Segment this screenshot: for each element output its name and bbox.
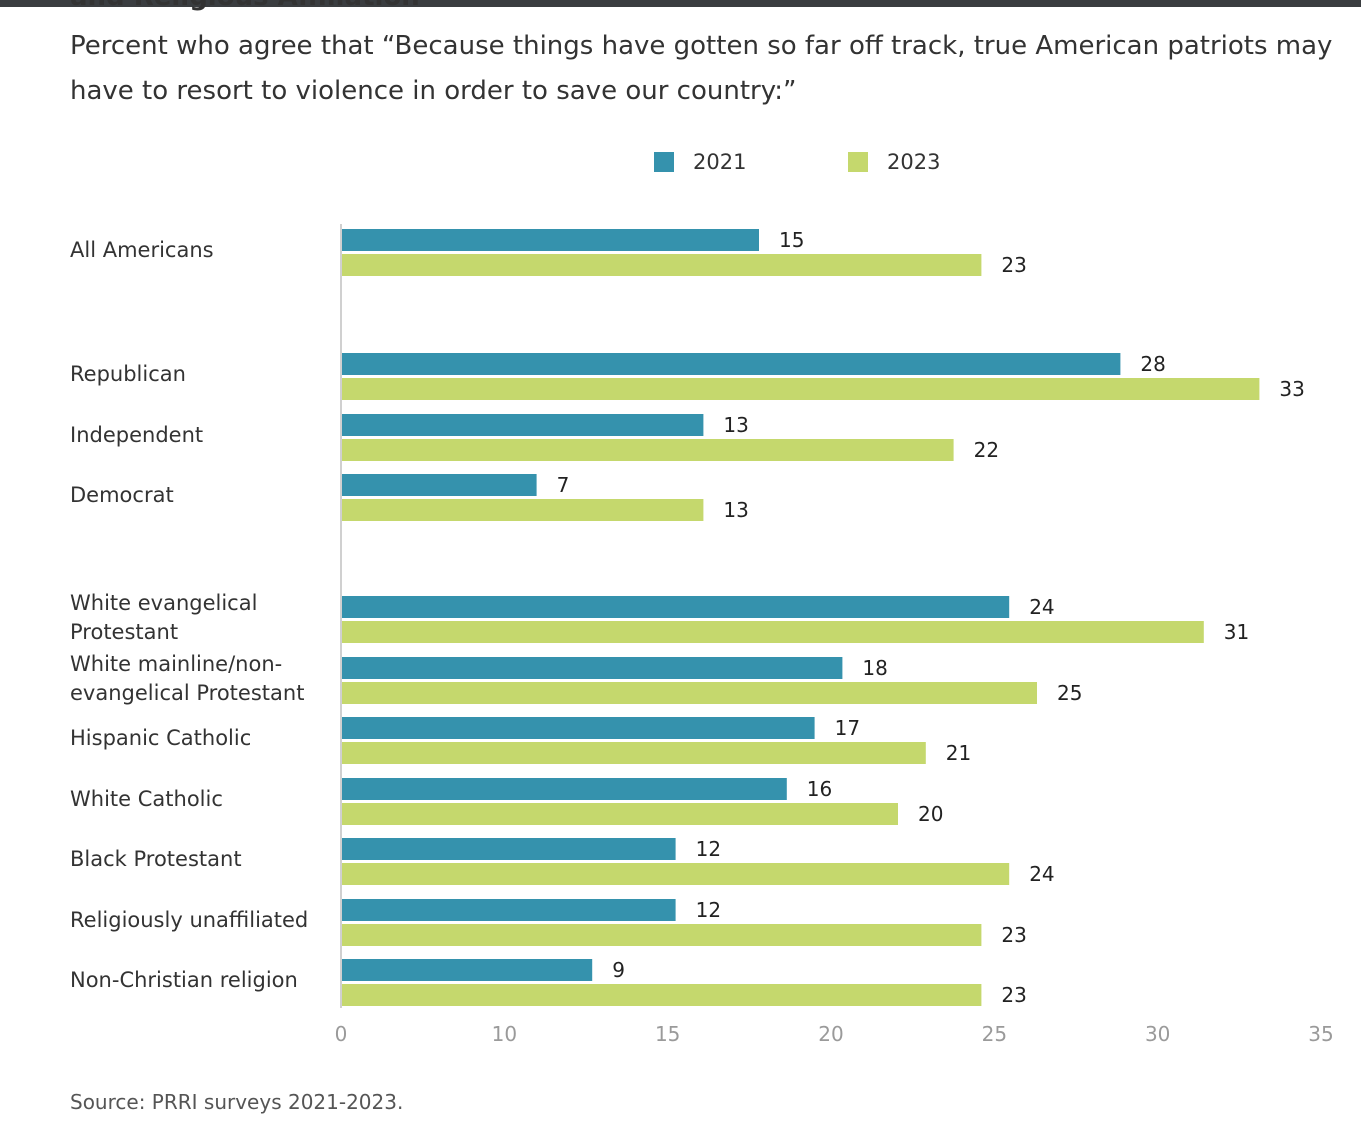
bar-2021 <box>342 414 704 436</box>
x-tick-label: 15 <box>655 1022 680 1046</box>
category-label: White evangelical Protestant <box>70 589 330 647</box>
legend-label-2021: 2021 <box>693 150 747 174</box>
bar-2023 <box>342 499 704 521</box>
category-label-line: White mainline/non- <box>70 651 283 676</box>
x-tick-label: 10 <box>492 1022 517 1046</box>
chart-legend: 2021 2023 <box>0 150 1361 180</box>
data-label-2021: 17 <box>835 716 860 740</box>
category-label: White Catholic <box>70 785 330 814</box>
data-label-2021: 7 <box>557 473 570 497</box>
category-label: Democrat <box>70 481 330 510</box>
bar-2023 <box>342 439 954 461</box>
category-label: Religiously unaffiliated <box>70 906 330 935</box>
legend-label-2023: 2023 <box>887 150 941 174</box>
category-label: Independent <box>70 421 330 450</box>
chart-title-cut-off: and Religious Affiliation <box>70 0 420 12</box>
chart-subtitle: Percent who agree that “Because things h… <box>70 31 1333 106</box>
data-label-2023: 13 <box>723 498 748 522</box>
data-label-2021: 15 <box>779 228 804 252</box>
bar-2023 <box>342 863 1010 885</box>
data-label-2023: 24 <box>1029 862 1054 886</box>
category-label: Non-Christian religion <box>70 966 330 995</box>
category-label-line: All Americans <box>70 238 214 262</box>
category-label-line: White Catholic <box>70 787 223 811</box>
data-label-2023: 33 <box>1279 377 1304 401</box>
data-label-2021: 28 <box>1140 352 1165 376</box>
category-label-line: Hispanic Catholic <box>70 726 252 750</box>
bar-2021 <box>342 353 1121 375</box>
x-tick-label: 0 <box>335 1022 348 1046</box>
category-label: Black Protestant <box>70 845 330 874</box>
bar-2021 <box>342 229 759 251</box>
bar-2023 <box>342 984 982 1006</box>
bar-2021 <box>342 778 787 800</box>
data-label-2023: 23 <box>1001 253 1026 277</box>
data-label-2023: 21 <box>946 741 971 765</box>
bar-2023 <box>342 682 1037 704</box>
data-label-2021: 16 <box>807 777 832 801</box>
bar-2021 <box>342 959 593 981</box>
data-label-2021: 13 <box>723 413 748 437</box>
data-label-2023: 23 <box>1001 923 1026 947</box>
category-label-line: Protestant <box>70 619 179 644</box>
legend-swatch-2021 <box>654 152 674 172</box>
category-label: Hispanic Catholic <box>70 724 330 753</box>
bar-2021 <box>342 596 1010 618</box>
bar-2023 <box>342 803 898 825</box>
category-label: White mainline/non-evangelical Protestan… <box>70 650 330 708</box>
x-tick-label: 30 <box>1145 1022 1170 1046</box>
data-label-2021: 18 <box>862 656 887 680</box>
data-label-2021: 12 <box>696 837 721 861</box>
bar-2023 <box>342 254 982 276</box>
data-label-2023: 31 <box>1224 620 1249 644</box>
category-label-line: Black Protestant <box>70 847 242 871</box>
category-label-line: Democrat <box>70 483 174 507</box>
data-label-2023: 22 <box>974 438 999 462</box>
data-label-2021: 9 <box>612 958 625 982</box>
bar-2021 <box>342 657 843 679</box>
data-label-2021: 12 <box>696 898 721 922</box>
bar-2021 <box>342 474 537 496</box>
x-tick-label: 25 <box>982 1022 1007 1046</box>
category-label-line: White evangelical <box>70 590 258 615</box>
legend-item-2023: 2023 <box>848 150 940 174</box>
category-label: Republican <box>70 360 330 389</box>
category-label-line: evangelical Protestant <box>70 680 305 705</box>
top-bar <box>0 0 1361 7</box>
category-label-line: Non-Christian religion <box>70 968 298 992</box>
data-label-2021: 24 <box>1029 595 1054 619</box>
source-note: Source: PRRI surveys 2021-2023. <box>70 1090 404 1114</box>
category-label: All Americans <box>70 236 330 265</box>
bar-2023 <box>342 378 1260 400</box>
bar-2023 <box>342 924 982 946</box>
legend-item-2021: 2021 <box>654 150 746 174</box>
bar-2023 <box>342 742 926 764</box>
data-label-2023: 20 <box>918 802 943 826</box>
category-label-line: Religiously unaffiliated <box>70 908 309 932</box>
data-label-2023: 23 <box>1001 983 1026 1007</box>
bar-2021 <box>342 717 815 739</box>
x-tick-label: 20 <box>818 1022 843 1046</box>
x-tick-label: 35 <box>1308 1022 1333 1046</box>
legend-swatch-2023 <box>848 152 868 172</box>
bar-2023 <box>342 621 1204 643</box>
bar-2021 <box>342 899 676 921</box>
category-label-line: Republican <box>70 362 186 386</box>
data-label-2023: 25 <box>1057 681 1082 705</box>
category-label-line: Independent <box>70 423 204 447</box>
bar-2021 <box>342 838 676 860</box>
